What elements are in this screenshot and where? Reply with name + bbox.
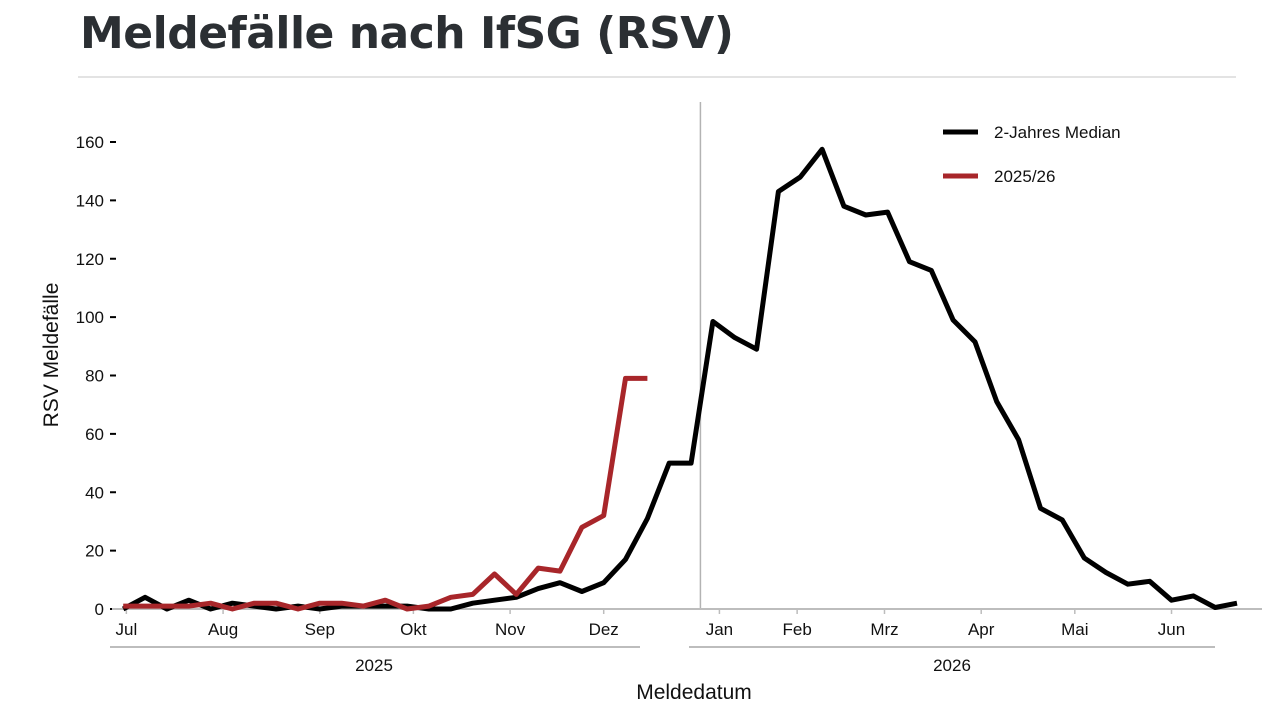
chart-legend: 2-Jahres Median 2025/26 bbox=[943, 123, 1121, 186]
y-tick-label: 60 bbox=[85, 425, 104, 444]
x-tick-label: Nov bbox=[495, 620, 526, 639]
title-divider bbox=[78, 76, 1236, 78]
x-tick-label: Jan bbox=[706, 620, 733, 639]
x-tick-label: Sep bbox=[305, 620, 335, 639]
y-axis-label: RSV Meldefälle bbox=[40, 283, 63, 428]
series-line-median bbox=[122, 146, 1238, 612]
y-tick-label: 160 bbox=[76, 133, 104, 152]
y-tick-label: 40 bbox=[85, 483, 104, 502]
legend-label: 2-Jahres Median bbox=[994, 123, 1121, 142]
year-label-2025: 2025 bbox=[355, 656, 393, 675]
year-label-2026: 2026 bbox=[933, 656, 971, 675]
y-tick-label: 0 bbox=[95, 600, 104, 619]
x-axis-label: Meldedatum bbox=[636, 681, 752, 704]
y-tick-label: 140 bbox=[76, 191, 104, 210]
y-tick-label: 20 bbox=[85, 542, 104, 561]
x-tick-label: Mai bbox=[1061, 620, 1088, 639]
x-tick-label: Aug bbox=[208, 620, 238, 639]
chart-series bbox=[122, 146, 1238, 612]
legend-label: 2025/26 bbox=[994, 167, 1055, 186]
x-tick-label: Apr bbox=[968, 620, 995, 639]
x-tick-label: Dez bbox=[589, 620, 619, 639]
x-tick-label: Okt bbox=[400, 620, 427, 639]
x-tick-label: Mrz bbox=[870, 620, 898, 639]
x-tick-label: Feb bbox=[782, 620, 811, 639]
y-tick-label: 120 bbox=[76, 250, 104, 269]
series-line-season bbox=[123, 375, 648, 612]
page-title: Meldefälle nach IfSG (RSV) bbox=[80, 8, 734, 59]
y-tick-label: 100 bbox=[76, 308, 104, 327]
chart-axes: 0 20 40 60 80 100 120 140 160 Jul Aug Sep Okt Nov Dez J… bbox=[76, 102, 1262, 675]
y-tick-label: 80 bbox=[85, 367, 104, 386]
x-tick-label: Jun bbox=[1158, 620, 1185, 639]
x-tick-label: Jul bbox=[115, 620, 137, 639]
